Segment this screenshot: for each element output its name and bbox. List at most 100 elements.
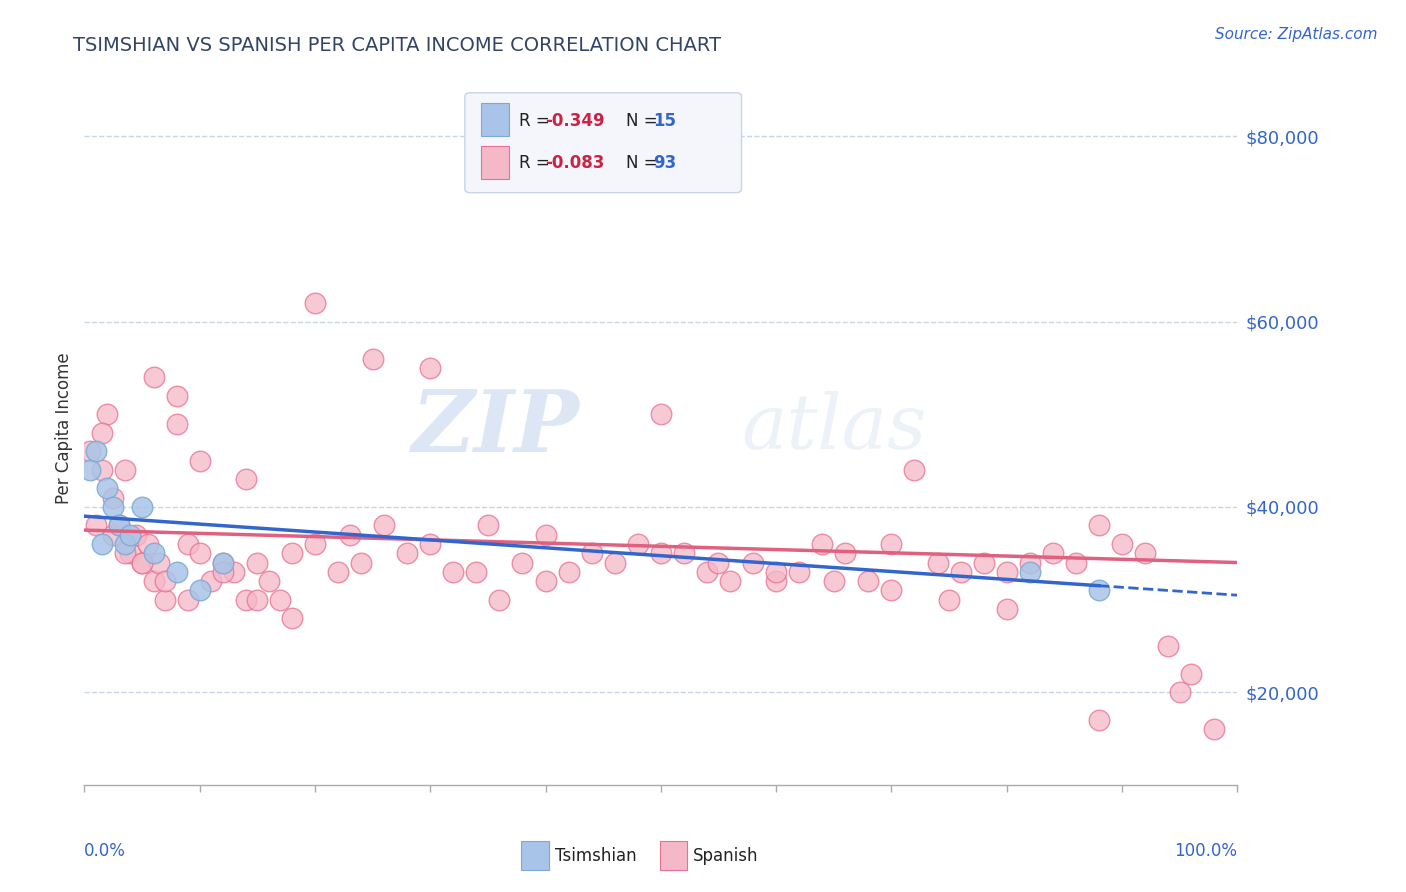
Point [361, 351, 384, 366]
Point [166, 565, 188, 579]
Point [281, 546, 304, 560]
Point [419, 537, 441, 551]
Point [1042, 546, 1064, 560]
Point [235, 592, 257, 607]
Point [131, 500, 153, 514]
Point [834, 546, 856, 560]
Point [927, 556, 949, 570]
Text: R =: R = [519, 112, 555, 129]
Point [90, 425, 112, 440]
Point [131, 556, 153, 570]
Point [246, 556, 269, 570]
Point [177, 592, 200, 607]
Point [672, 546, 695, 560]
Text: ZIP: ZIP [412, 386, 581, 470]
Point [787, 565, 810, 579]
Point [103, 527, 124, 541]
Point [903, 463, 925, 477]
Text: Spanish: Spanish [693, 847, 759, 864]
Point [79, 463, 101, 477]
Point [153, 574, 176, 588]
Point [177, 537, 200, 551]
Point [718, 574, 741, 588]
Point [153, 592, 176, 607]
Point [114, 537, 136, 551]
Point [224, 565, 246, 579]
Point [246, 592, 269, 607]
Text: 93: 93 [652, 154, 676, 172]
Point [488, 592, 510, 607]
Point [1018, 565, 1040, 579]
Point [326, 565, 349, 579]
Point [339, 527, 361, 541]
Point [257, 574, 280, 588]
Point [534, 574, 557, 588]
Point [581, 546, 603, 560]
Point [396, 546, 419, 560]
Point [90, 463, 112, 477]
FancyBboxPatch shape [481, 103, 509, 136]
Text: 0.0%: 0.0% [84, 842, 127, 860]
Text: N =: N = [626, 154, 664, 172]
Text: -0.349: -0.349 [546, 112, 605, 129]
Point [211, 565, 233, 579]
Point [142, 574, 165, 588]
FancyBboxPatch shape [522, 841, 548, 870]
Text: N =: N = [626, 112, 664, 129]
Text: TSIMSHIAN VS SPANISH PER CAPITA INCOME CORRELATION CHART: TSIMSHIAN VS SPANISH PER CAPITA INCOME C… [73, 36, 721, 54]
Point [696, 565, 718, 579]
Point [949, 565, 972, 579]
Text: Source: ZipAtlas.com: Source: ZipAtlas.com [1215, 27, 1378, 42]
Point [1088, 713, 1111, 727]
Point [1088, 583, 1111, 598]
Point [973, 556, 995, 570]
Point [441, 565, 464, 579]
Point [858, 574, 880, 588]
Point [281, 611, 304, 625]
Point [765, 565, 787, 579]
Point [880, 537, 903, 551]
Point [120, 527, 142, 541]
Point [211, 556, 233, 570]
Point [142, 370, 165, 384]
Point [1180, 666, 1202, 681]
Point [96, 407, 118, 421]
Point [304, 296, 326, 310]
Point [96, 482, 118, 496]
Point [84, 444, 107, 458]
Point [603, 556, 626, 570]
Point [1018, 556, 1040, 570]
Point [90, 537, 112, 551]
Point [707, 556, 730, 570]
Point [1088, 518, 1111, 533]
Point [1133, 546, 1156, 560]
Point [235, 472, 257, 486]
FancyBboxPatch shape [465, 93, 741, 193]
Point [823, 574, 845, 588]
Point [419, 360, 441, 375]
Point [79, 444, 101, 458]
Point [188, 453, 211, 467]
Text: Tsimshian: Tsimshian [555, 847, 637, 864]
Point [1111, 537, 1133, 551]
Point [304, 537, 326, 551]
Point [373, 518, 395, 533]
FancyBboxPatch shape [659, 841, 688, 870]
Point [465, 565, 488, 579]
Point [650, 407, 672, 421]
Text: 15: 15 [652, 112, 676, 129]
Point [1204, 723, 1226, 737]
FancyBboxPatch shape [481, 145, 509, 179]
Point [1157, 639, 1180, 653]
Point [114, 463, 136, 477]
Point [1064, 556, 1087, 570]
Text: atlas: atlas [741, 392, 927, 465]
Y-axis label: Per Capita Income: Per Capita Income [55, 352, 73, 504]
Point [114, 546, 136, 560]
Point [136, 537, 159, 551]
Point [200, 574, 222, 588]
Point [995, 602, 1018, 616]
Point [880, 583, 903, 598]
Point [148, 556, 170, 570]
Point [995, 565, 1018, 579]
